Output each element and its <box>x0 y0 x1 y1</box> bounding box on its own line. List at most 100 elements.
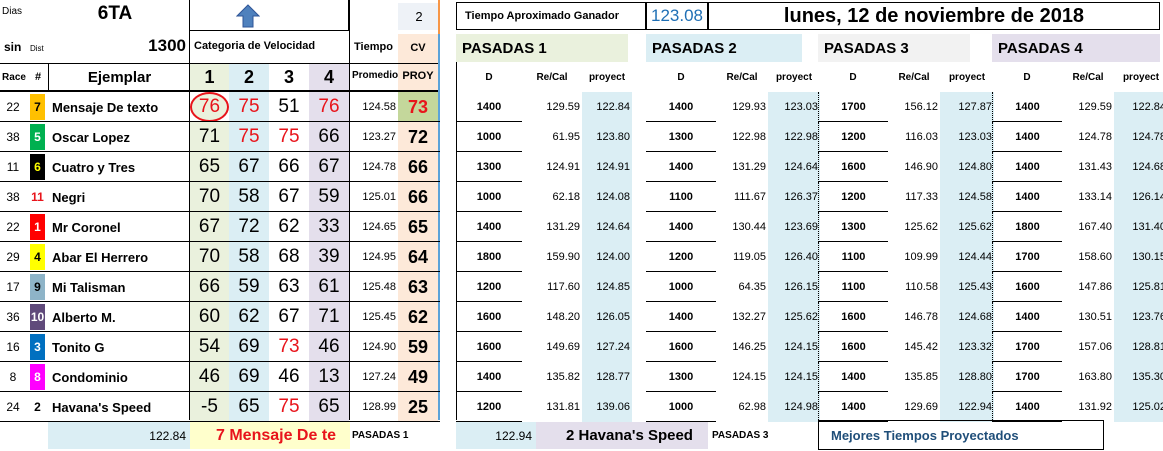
race-number: 8 <box>9 370 17 384</box>
pasada-distance: 1400 <box>646 302 716 332</box>
horse-name[interactable]: Mi Talisman <box>52 279 126 295</box>
horse-name[interactable]: Tonito G <box>52 339 105 355</box>
promedio-value: 125.45 <box>362 311 396 323</box>
pasada-recal: 132.27 <box>732 311 766 323</box>
horse-name[interactable]: Cuatro y Tres <box>52 159 136 175</box>
col-ejemplar: Ejemplar <box>48 64 190 90</box>
horse-name[interactable]: Havana's Speed <box>52 399 152 415</box>
speed-cat-3: 73 <box>269 332 309 362</box>
proy-label: PROY <box>398 62 438 90</box>
pasada-recal: 62.18 <box>552 191 580 203</box>
pasada-recal: 129.69 <box>904 401 938 413</box>
speed-cat-1: 54 <box>190 332 229 362</box>
best1-time: 122.84 <box>48 422 190 449</box>
pasada-distance: 1400 <box>992 182 1062 212</box>
horse-name[interactable]: Oscar Lopez <box>52 129 131 145</box>
pasada-proyect: 126.40 <box>768 242 820 272</box>
col-num: # <box>34 71 42 83</box>
pasada-distance: 1400 <box>456 212 522 242</box>
pasada-proyect: 124.64 <box>582 212 632 242</box>
pasadas-4-sub-proyect: proyect <box>1122 71 1160 83</box>
pasada-proyect: 128.81 <box>1114 332 1163 362</box>
horse-name[interactable]: Alberto M. <box>52 309 116 325</box>
pasada-distance: 1700 <box>992 332 1062 362</box>
pasada-distance: 1600 <box>646 332 716 362</box>
pasada-recal: 156.12 <box>904 101 938 113</box>
tiempo-label: Tiempo <box>354 41 393 53</box>
horse-name[interactable]: Mensaje De texto <box>52 99 159 115</box>
proy-value: 59 <box>398 332 438 362</box>
promedio-value: 127.24 <box>362 371 396 383</box>
pasada-proyect: 123.80 <box>582 122 632 152</box>
col-cat-2: 2 <box>229 64 269 90</box>
table-row[interactable]: 38 5 Oscar Lopez 71 75 75 66 123.27 72 1000 61.95 1… <box>0 122 1163 152</box>
dias-label: Dias <box>2 6 23 17</box>
best2-time: 122.94 <box>456 422 536 449</box>
pasada-recal: 110.58 <box>905 281 938 293</box>
proy-value: 66 <box>398 182 438 212</box>
pasada-proyect: 123.69 <box>768 212 820 242</box>
pasada-proyect: 135.30 <box>1114 362 1163 392</box>
speed-cat-2: 69 <box>229 332 269 362</box>
pasada-proyect: 124.68 <box>1114 152 1163 182</box>
speed-cat-1: 65 <box>190 152 229 182</box>
pasada-recal: 167.40 <box>1078 221 1112 233</box>
saddle-number: 8 <box>30 364 45 390</box>
table-row[interactable]: 24 2 Havana's Speed -5 65 75 65 128.99 25 1200 131… <box>0 392 1163 422</box>
pasada-distance: 1700 <box>992 362 1062 392</box>
row-rule <box>0 121 440 122</box>
proy-value: 73 <box>398 92 438 122</box>
table-row[interactable]: 17 9 Mi Talisman 66 59 63 61 125.48 63 1200 117.60… <box>0 272 1163 302</box>
table-row[interactable]: 22 1 Mr Coronel 67 72 62 33 124.65 65 1400 131.29 1… <box>0 212 1163 242</box>
pasada-distance: 1200 <box>818 122 888 152</box>
speed-cat-4: 71 <box>309 302 349 332</box>
speed-cat-3: 68 <box>269 242 309 272</box>
table-row[interactable]: 22 7 Mensaje De texto 76 75 51 76 124.58 73 1400 1… <box>0 92 1163 122</box>
sort-arrow-box[interactable] <box>189 0 349 31</box>
speed-cat-3: 75 <box>269 392 309 422</box>
speed-cat-2: 72 <box>229 212 269 242</box>
cv-marker <box>438 0 440 34</box>
horse-name[interactable]: Abar El Herrero <box>52 249 149 265</box>
pasada-distance: 1300 <box>456 152 522 182</box>
pasada-distance: 1300 <box>646 362 716 392</box>
table-row[interactable]: 29 4 Abar El Herrero 70 58 68 39 124.95 64 1800 15… <box>0 242 1163 272</box>
pasada-distance: 1600 <box>992 272 1062 302</box>
race-number: 38 <box>6 130 20 144</box>
horse-name[interactable]: Mr Coronel <box>52 219 121 235</box>
pasada-distance: 1100 <box>818 272 888 302</box>
proy-value: 66 <box>398 152 438 182</box>
pasada-proyect: 124.85 <box>582 272 632 302</box>
pasadas-2-sub-recal: Re/Cal <box>726 71 758 83</box>
col-cat-3: 3 <box>269 64 309 90</box>
pasada-recal: 157.06 <box>1078 341 1112 353</box>
table-row[interactable]: 8 8 Condominio 46 69 46 13 127.24 49 1400 135.82 12… <box>0 362 1163 392</box>
table-row[interactable]: 16 3 Tonito G 54 69 73 46 124.90 59 1600 149.69 127… <box>0 332 1163 362</box>
row-rule <box>0 271 440 272</box>
pasada-proyect: 130.15 <box>1114 242 1163 272</box>
pasada-distance: 1700 <box>818 92 888 122</box>
pasada-recal: 131.29 <box>732 161 766 173</box>
horse-name[interactable]: Negri <box>52 189 86 205</box>
cv-value[interactable]: 2 <box>398 3 440 30</box>
speed-cat-2: 75 <box>229 122 269 152</box>
pasada-distance: 1100 <box>646 182 716 212</box>
table-row[interactable]: 38 11 Negri 70 58 67 59 125.01 66 1000 62.18 124.08… <box>0 182 1163 212</box>
speed-cat-3: 75 <box>269 122 309 152</box>
pasada-recal: 130.51 <box>1078 311 1112 323</box>
pasada-recal: 117.33 <box>905 191 938 203</box>
pasadas-2-header: PASADAS 2 <box>646 34 802 62</box>
up-arrow-icon[interactable] <box>236 4 260 28</box>
speed-cat-4: 33 <box>309 212 349 242</box>
saddle-number: 11 <box>30 184 45 210</box>
best2-source: PASADAS 3 <box>712 430 769 441</box>
saddle-number: 6 <box>30 154 45 180</box>
race-number: 36 <box>6 310 20 324</box>
col-race: Race <box>2 71 26 83</box>
speed-cat-4: 65 <box>309 392 349 422</box>
speed-cat-4: 59 <box>309 182 349 212</box>
table-row[interactable]: 11 6 Cuatro y Tres 65 67 66 67 124.78 66 1300 124.… <box>0 152 1163 182</box>
horse-name[interactable]: Condominio <box>52 369 128 385</box>
table-row[interactable]: 36 10 Alberto M. 60 62 67 71 125.45 62 1600 148.20… <box>0 302 1163 332</box>
pasada-distance: 1400 <box>992 92 1062 122</box>
